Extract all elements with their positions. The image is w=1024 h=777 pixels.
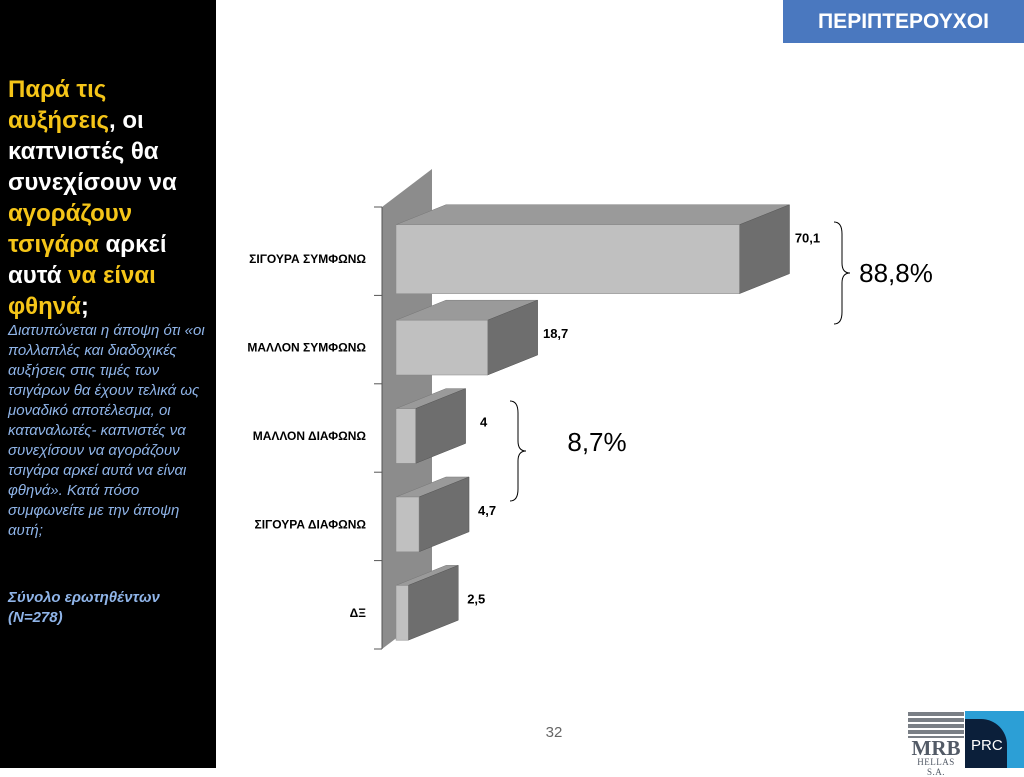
category-label: ΜΑΛΛΟΝ ΣΥΜΦΩΝΩ: [247, 341, 366, 355]
data-label: 18,7: [543, 326, 568, 341]
page-number: 32: [545, 724, 563, 741]
data-label: 70,1: [795, 231, 820, 246]
bar-top-face: [395, 204, 790, 225]
data-label: 2,5: [467, 591, 485, 606]
headline-text: ;: [80, 293, 89, 320]
category-label: ΔΞ: [350, 606, 367, 620]
bar: [395, 408, 416, 464]
bar-chart: ΣΙΓΟΥΡΑ ΣΥΜΦΩΝΩ 70,1 ΜΑΛΛΟΝ ΣΥΜΦΩΝΩ 18,7 ΜΑΛ…: [247, 169, 933, 650]
mrb-logo: MRB HELLAS S.A.: [908, 712, 964, 777]
mrb-logo-subtext: HELLAS S.A.: [917, 757, 955, 777]
bar: [395, 585, 409, 641]
prc-logo-shape: [965, 719, 1007, 768]
agree-group-label: 88,8%: [859, 258, 933, 288]
category-label: ΣΙΓΟΥΡΑ ΣΥΜΦΩΝΩ: [249, 252, 366, 266]
headline: Παρά τις αυξήσεις, οι καπνιστές θα συνεχ…: [8, 74, 208, 322]
bar: [395, 319, 488, 376]
category-label: ΣΙΓΟΥΡΑ ΔΙΑΦΩΝΩ: [255, 517, 367, 531]
prc-logo: PRC: [965, 711, 1024, 768]
sidebar-panel: Παρά τις αυξήσεις, οι καπνιστές θα συνεχ…: [0, 0, 216, 768]
headline-highlight: να είναι φθηνά: [8, 262, 156, 320]
category-label: ΜΑΛΛΟΝ ΔΙΑΦΩΝΩ: [253, 429, 367, 443]
data-label: 4: [480, 415, 488, 430]
data-label: 4,7: [478, 503, 496, 518]
bar: [395, 496, 420, 553]
disagree-group-label: 8,7%: [567, 427, 626, 457]
headline-highlight: Παρά τις αυξήσεις: [8, 76, 110, 134]
section-tag: ΠΕΡΙΠΤΕΡΟΥΧΟΙ: [783, 0, 1024, 43]
base-note: Σύνολο ερωτηθέντων (N=278): [8, 589, 160, 626]
mrb-logo-text: MRB: [911, 736, 961, 760]
survey-question: Διατυπώνεται η άποψη ότι «οι πολλαπλές κ…: [8, 322, 205, 539]
headline-text: , οι καπνιστές θα συνεχίσουν να: [8, 107, 177, 196]
mrb-logo-mark: [908, 712, 964, 738]
headline-text: αρκεί αυτά: [8, 231, 167, 289]
prc-logo-text: PRC: [971, 737, 1003, 754]
headline-highlight: αγοράζουν τσιγάρα: [8, 200, 133, 258]
agree-group-brace: [833, 221, 851, 325]
disagree-group-brace: [509, 400, 527, 502]
bar: [395, 224, 740, 294]
